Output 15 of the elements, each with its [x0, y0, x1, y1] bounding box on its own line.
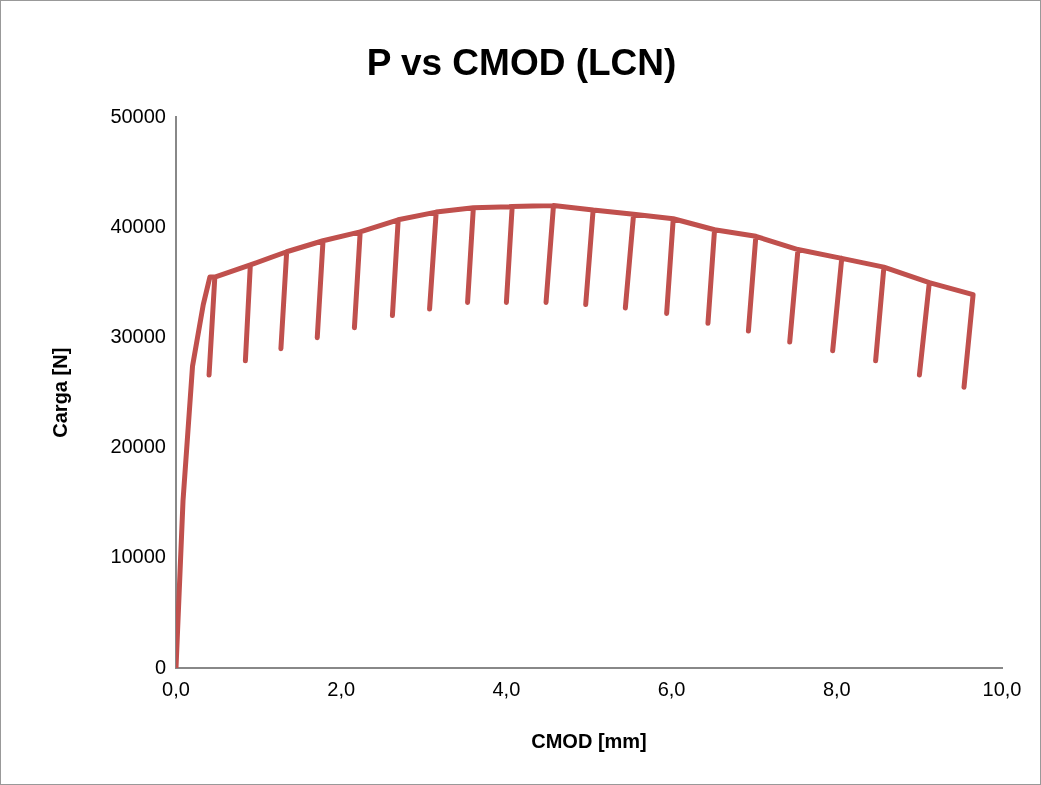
- x-axis-title: CMOD [mm]: [531, 729, 647, 752]
- x-tick-label: 8,0: [822, 677, 851, 700]
- y-tick-label: 30000: [110, 325, 166, 348]
- y-tick-label: 10000: [110, 545, 166, 568]
- x-tick-label: 10,0: [982, 677, 1022, 700]
- x-tick-label: 6,0: [657, 677, 686, 700]
- y-tick-label: 50000: [110, 104, 166, 127]
- x-tick-label: 0,0: [162, 677, 190, 700]
- x-tick-label: 2,0: [327, 677, 356, 700]
- x-tick-label: 4,0: [492, 677, 521, 700]
- y-tick-label: 0: [154, 655, 166, 678]
- y-axis-title: Carga [N]: [48, 347, 71, 438]
- y-tick-label: 40000: [110, 215, 166, 238]
- y-tick-label: 20000: [110, 435, 166, 458]
- chart-title: P vs CMOD (LCN): [366, 42, 677, 84]
